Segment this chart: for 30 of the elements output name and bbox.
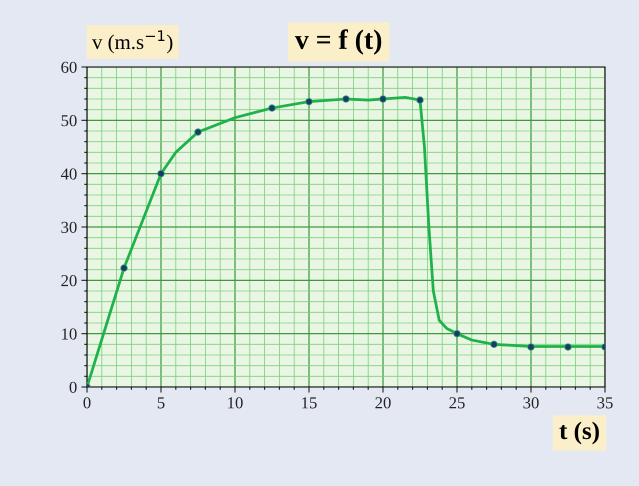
x-tick-label: 30 bbox=[523, 397, 539, 408]
point bbox=[342, 95, 350, 103]
x-tick-label: 15 bbox=[302, 397, 317, 408]
y-tick-label: 20 bbox=[61, 275, 77, 286]
point bbox=[527, 343, 535, 351]
point bbox=[490, 340, 498, 348]
point bbox=[194, 128, 202, 136]
point bbox=[268, 104, 276, 112]
x-tick-label: 20 bbox=[375, 397, 391, 408]
x-tick-label: 0 bbox=[83, 397, 91, 408]
x-tick-label: 5 bbox=[158, 397, 165, 408]
point bbox=[453, 330, 461, 338]
x-tick-label: 25 bbox=[449, 397, 465, 408]
y-tick-label: 10 bbox=[62, 328, 77, 340]
point bbox=[305, 98, 313, 106]
y-axis-title: v (m.s$^{−1}$) bbox=[92, 30, 172, 54]
y-tick-label: 0 bbox=[70, 382, 77, 393]
point bbox=[120, 264, 128, 272]
x-tick-label: 10 bbox=[228, 397, 243, 408]
point bbox=[379, 95, 387, 103]
point bbox=[564, 343, 572, 351]
point bbox=[416, 96, 424, 104]
y-tick-label: 50 bbox=[62, 115, 77, 126]
y-tick-label: 40 bbox=[60, 168, 77, 180]
y-tick-label: 30 bbox=[61, 222, 77, 233]
x-tick-label: 35 bbox=[597, 397, 613, 408]
point bbox=[157, 170, 165, 178]
x-axis-title: t (s) bbox=[559, 422, 599, 444]
y-tick-label: 60 bbox=[61, 62, 77, 73]
chart-title: v = f (t) bbox=[294, 29, 382, 55]
